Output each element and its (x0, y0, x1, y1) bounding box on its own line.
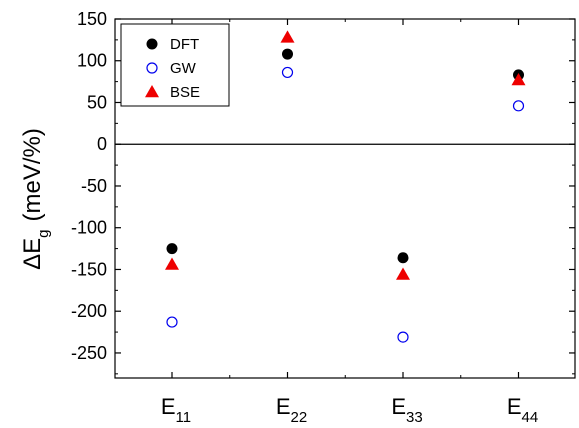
x-tick-label: E33 (391, 394, 422, 426)
y-axis: 150 100 50 0 -50 -100 -150 -200 -250 (71, 9, 575, 375)
point-gw (281, 66, 294, 79)
y-axis-title-delta: ΔE (19, 238, 46, 270)
point-gw (397, 331, 409, 343)
x-tick-label-main: E (391, 394, 406, 419)
x-tick-label-sub: 33 (406, 409, 423, 426)
data-points (165, 30, 526, 343)
x-tick-label-main: E (161, 394, 176, 419)
point-dft (166, 243, 178, 255)
x-tick-label-main: E (507, 394, 522, 419)
point-gw (166, 316, 178, 328)
point-bse (396, 267, 410, 280)
legend-box (120, 23, 230, 107)
point-bse (280, 30, 295, 43)
x-tick-label: E44 (507, 394, 538, 426)
y-tick-label: 150 (77, 9, 107, 29)
point-dft (282, 48, 293, 60)
legend-label-bse: BSE (170, 84, 200, 101)
y-axis-title-sub: g (35, 229, 52, 237)
y-tick-label: -200 (71, 301, 107, 321)
legend-label-dft: DFT (170, 36, 199, 53)
y-tick-label: -150 (71, 259, 107, 279)
x-tick-label-sub: 44 (522, 409, 539, 426)
legend-marker-dft (146, 38, 158, 50)
y-tick-label: -50 (81, 176, 107, 196)
x-tick-label: E11 (161, 394, 191, 426)
x-tick-label: E22 (276, 394, 307, 426)
y-axis-title: ΔEg (meV/%) (19, 128, 52, 270)
y-tick-label: 0 (97, 134, 107, 154)
x-tick-label-sub: 22 (291, 409, 308, 426)
y-tick-label: -100 (71, 218, 107, 238)
point-gw (512, 100, 525, 112)
x-axis: E11 E22 E33 E44 (161, 19, 538, 426)
point-dft (397, 252, 409, 264)
legend-marker-bse (145, 85, 159, 98)
legend-marker-gw (146, 62, 158, 74)
y-tick-label: -250 (71, 343, 107, 363)
x-tick-label-main: E (276, 394, 291, 419)
x-tick-label-sub: 11 (176, 409, 192, 426)
y-tick-label: 100 (77, 51, 107, 71)
y-axis-title-unit: (meV/%) (19, 128, 46, 221)
point-bse (511, 72, 526, 86)
point-bse (165, 257, 179, 270)
y-tick-label: 50 (87, 92, 107, 112)
legend: DFT GW BSE (120, 23, 230, 107)
legend-label-gw: GW (170, 60, 197, 77)
